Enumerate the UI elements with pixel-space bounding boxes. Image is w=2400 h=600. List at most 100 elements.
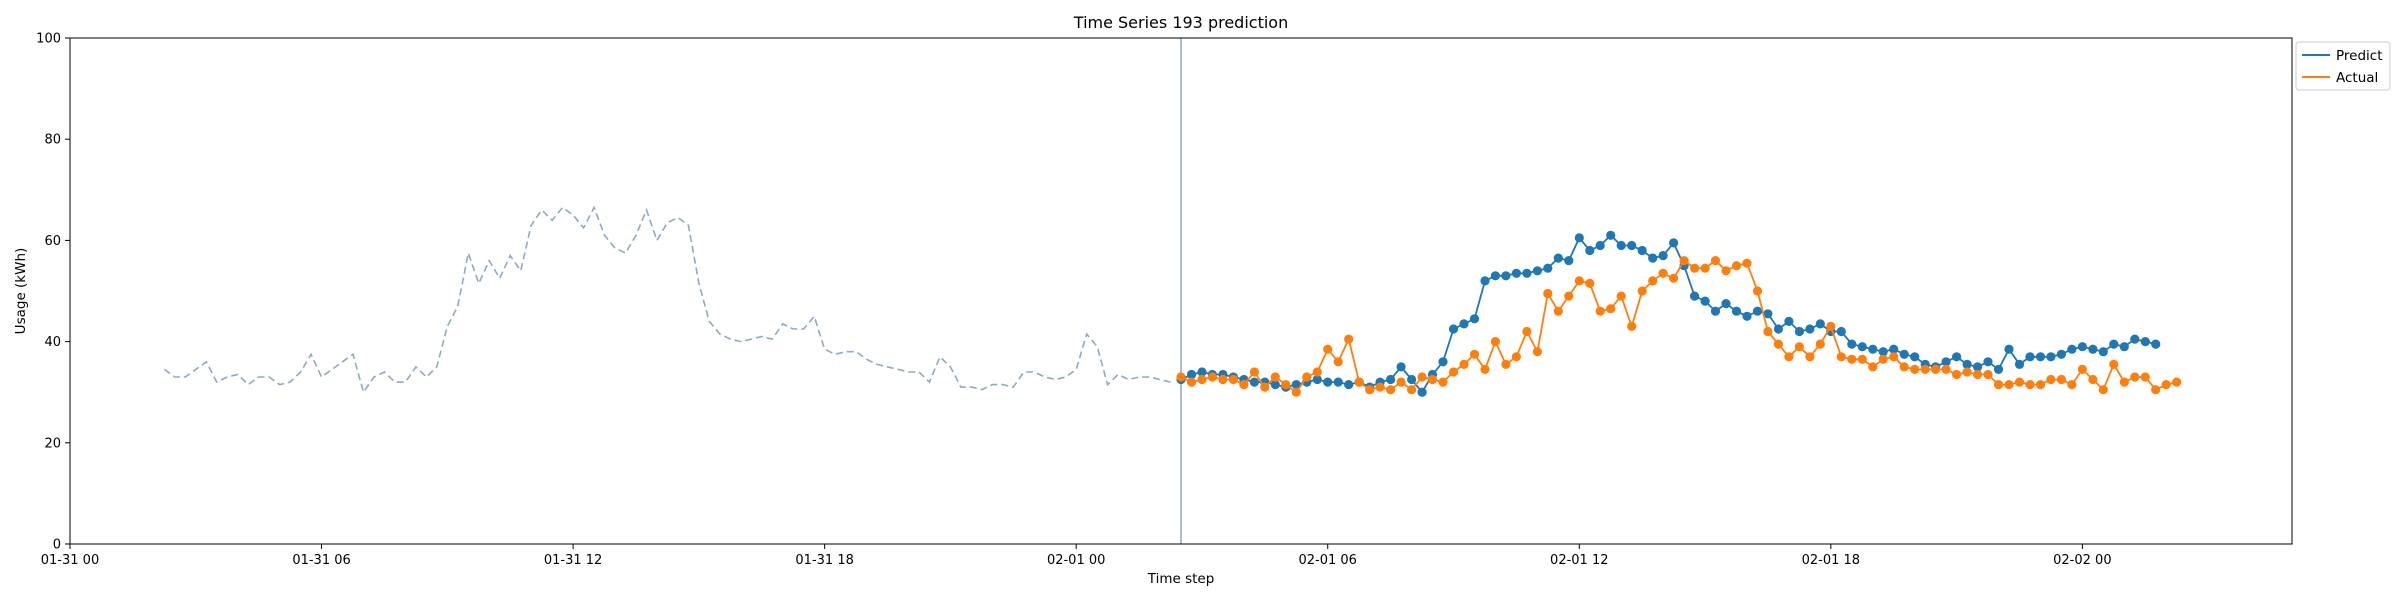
actual-point bbox=[2130, 372, 2140, 382]
y-tick-label: 80 bbox=[44, 133, 61, 148]
actual-point bbox=[1427, 374, 1438, 385]
predict-point bbox=[1910, 352, 1920, 362]
actual-point bbox=[1333, 357, 1343, 367]
actual-point bbox=[1585, 278, 1595, 288]
predict-point bbox=[2025, 352, 2035, 362]
actual-point bbox=[1574, 276, 1584, 286]
actual-point bbox=[1354, 377, 1364, 387]
actual-point bbox=[1679, 256, 1689, 266]
actual-point bbox=[2077, 364, 2087, 374]
predict-point bbox=[1627, 240, 1637, 251]
predict-point bbox=[2088, 344, 2098, 354]
actual-point bbox=[1291, 387, 1301, 397]
actual-point bbox=[1323, 344, 1333, 354]
predict-point bbox=[1710, 306, 1721, 316]
history-line bbox=[163, 205, 1171, 395]
actual-point bbox=[1847, 354, 1857, 364]
actual-point bbox=[1239, 380, 1249, 390]
predict-point bbox=[1459, 319, 1469, 329]
actual-point bbox=[2014, 377, 2025, 387]
actual-point bbox=[1417, 372, 1427, 382]
x-tick-label: 02-01 06 bbox=[1299, 553, 1357, 568]
actual-point bbox=[1532, 347, 1542, 357]
actual-point bbox=[2119, 377, 2129, 387]
x-tick-label: 01-31 00 bbox=[41, 553, 99, 568]
actual-point bbox=[1742, 258, 1752, 268]
actual-point bbox=[1260, 382, 1270, 392]
predict-point bbox=[2140, 337, 2150, 347]
actual-point bbox=[1228, 374, 1238, 385]
legend: Predict Actual bbox=[2295, 41, 2391, 91]
actual-point bbox=[1218, 374, 1228, 385]
actual-point bbox=[1773, 339, 1783, 349]
predict-point bbox=[1690, 291, 1700, 301]
actual-point bbox=[1962, 367, 1972, 377]
actual-point bbox=[1815, 339, 1825, 349]
actual-point bbox=[1878, 354, 1888, 364]
x-axis-title: Time step bbox=[1147, 571, 1215, 587]
actual-point bbox=[1606, 304, 1616, 314]
actual-point bbox=[1469, 349, 1480, 359]
actual-point bbox=[2161, 380, 2171, 390]
predict-point bbox=[1543, 263, 1553, 273]
predict-point bbox=[1249, 377, 1259, 387]
actual-point bbox=[1952, 369, 1962, 380]
predict-point bbox=[1962, 359, 1972, 369]
predict-point bbox=[2056, 349, 2066, 359]
predict-point bbox=[1490, 271, 1500, 281]
actual-point bbox=[1407, 385, 1417, 395]
predict-point bbox=[1973, 362, 1983, 372]
actual-point bbox=[1731, 261, 1742, 271]
actual-point bbox=[1344, 334, 1354, 344]
predict-point bbox=[1270, 380, 1280, 390]
actual-point bbox=[2109, 359, 2119, 369]
actual-point bbox=[1637, 286, 1647, 296]
actual-point bbox=[1616, 291, 1626, 301]
actual-point bbox=[1993, 380, 2004, 390]
actual-point bbox=[1522, 326, 1532, 337]
predict-point bbox=[1186, 369, 1197, 380]
actual-point bbox=[1490, 337, 1500, 347]
predict-point bbox=[1721, 299, 1731, 309]
predict-point bbox=[1553, 253, 1563, 263]
actual-point bbox=[1710, 256, 1721, 266]
predict-point bbox=[1794, 326, 1804, 337]
predict-point bbox=[2004, 344, 2014, 354]
actual-point bbox=[2172, 377, 2182, 387]
actual-point bbox=[1176, 372, 1186, 382]
actual-point bbox=[1396, 377, 1406, 387]
y-axis-title: Usage (kWh) bbox=[13, 248, 29, 335]
predict-point bbox=[1731, 306, 1742, 316]
predict-point bbox=[1480, 276, 1490, 286]
predict-point bbox=[1878, 347, 1888, 357]
x-tick-label: 01-31 12 bbox=[544, 553, 602, 568]
y-tick-label: 0 bbox=[53, 538, 61, 553]
actual-point bbox=[1186, 377, 1197, 387]
predict-point bbox=[2151, 339, 2161, 349]
actual-point bbox=[2151, 385, 2161, 395]
y-axis: 0 20 40 60 80 100 bbox=[36, 32, 70, 553]
actual-point bbox=[1207, 372, 1217, 382]
predict-point bbox=[2046, 352, 2056, 362]
x-axis: 01-31 00 01-31 06 01-31 12 01-31 18 02-01 00… bbox=[41, 544, 2112, 568]
actual-point bbox=[1805, 352, 1815, 362]
predict-point bbox=[1396, 362, 1406, 372]
actual-point bbox=[1386, 385, 1396, 395]
predict-point bbox=[1564, 256, 1574, 266]
predict-point bbox=[1417, 387, 1427, 397]
predict-point bbox=[1606, 230, 1616, 240]
predict-point bbox=[1815, 319, 1825, 329]
y-tick-label: 40 bbox=[44, 335, 61, 350]
actual-point bbox=[1312, 367, 1322, 377]
actual-point bbox=[1700, 263, 1710, 273]
legend-predict-label: Predict bbox=[2336, 48, 2383, 64]
actual-point bbox=[1763, 326, 1773, 337]
actual-point bbox=[1658, 268, 1668, 278]
actual-point bbox=[1448, 367, 1459, 377]
predict-point bbox=[1836, 326, 1846, 337]
predict-point bbox=[1784, 316, 1794, 326]
x-tick-label: 02-02 00 bbox=[2053, 553, 2111, 568]
actual-point bbox=[2088, 374, 2098, 385]
